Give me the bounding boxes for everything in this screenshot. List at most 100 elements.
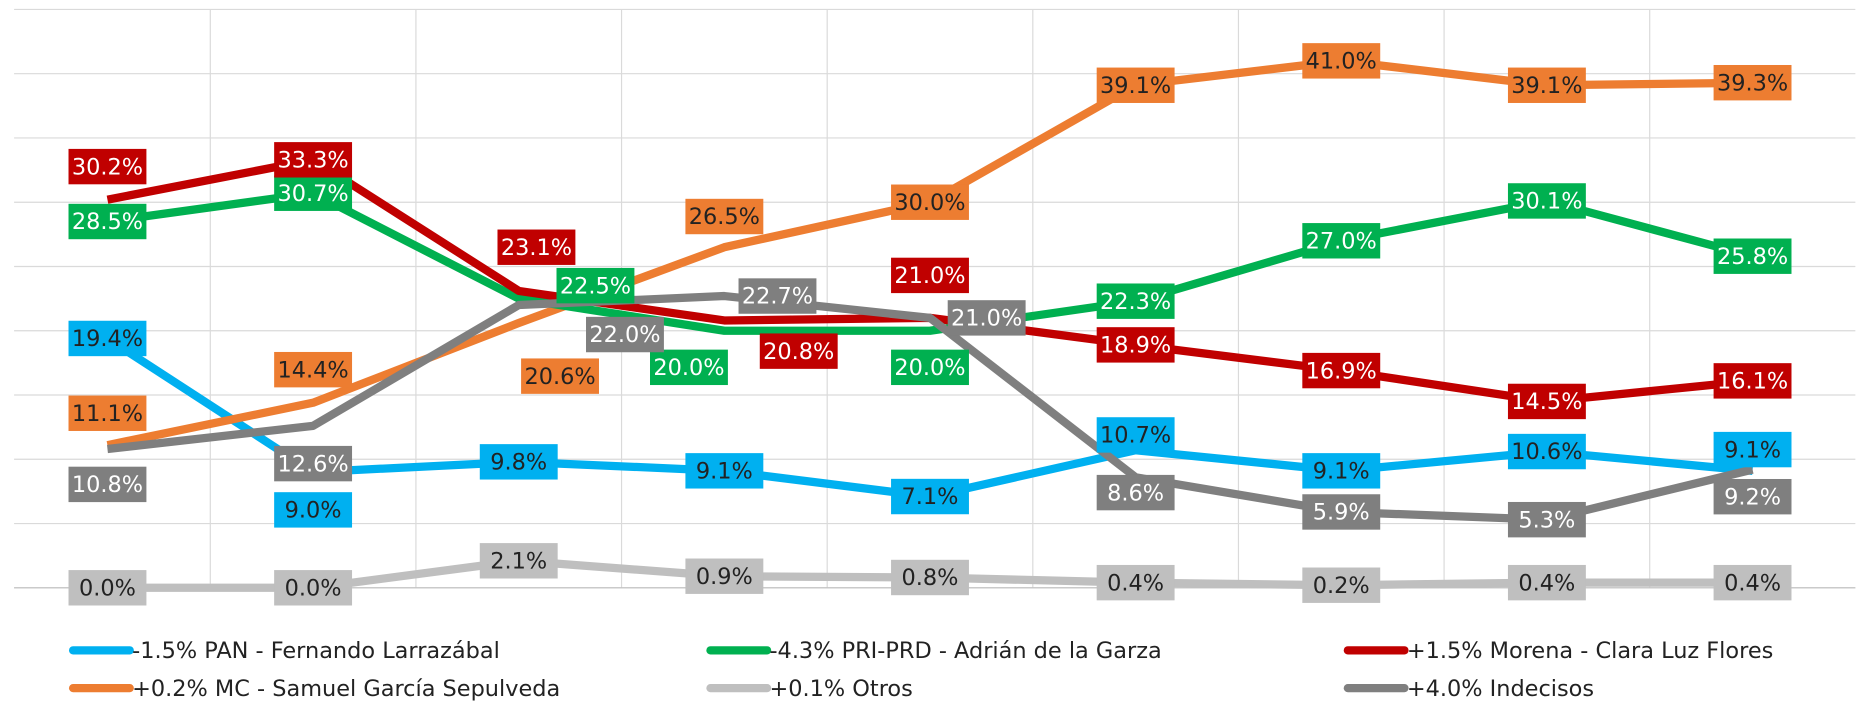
- data-label-box: [68, 203, 147, 240]
- data-label-text: 0.4%: [1518, 570, 1575, 596]
- data-label-box: [738, 278, 817, 314]
- data-label-box: [891, 478, 969, 515]
- data-label: 30.1%: [1507, 183, 1586, 219]
- data-label: 39.1%: [1507, 67, 1586, 103]
- data-label-box: [685, 453, 764, 489]
- data-label-text: 41.0%: [1306, 49, 1377, 75]
- data-label-box: [586, 316, 664, 353]
- data-label-text: 10.8%: [72, 472, 143, 498]
- data-label-box: [1302, 352, 1381, 389]
- data-label: 30.2%: [68, 148, 147, 185]
- data-label-box: [1507, 383, 1586, 420]
- data-label-box: [1096, 417, 1175, 453]
- data-label-text: 30.2%: [72, 154, 143, 180]
- data-label: 10.7%: [1096, 417, 1175, 453]
- data-label-text: 12.6%: [278, 451, 349, 477]
- data-label-box: [1507, 564, 1586, 601]
- data-label: 9.1%: [685, 453, 764, 489]
- data-label-text: 16.1%: [1717, 369, 1788, 395]
- data-label: 20.0%: [650, 349, 728, 386]
- data-label-text: 5.9%: [1313, 500, 1370, 526]
- data-label-box: [891, 184, 969, 220]
- data-label: 9.1%: [1302, 453, 1381, 489]
- data-label-text: 21.0%: [894, 263, 965, 289]
- data-label-text: 0.4%: [1724, 570, 1781, 596]
- data-label: 20.6%: [521, 358, 599, 394]
- data-label-text: 0.4%: [1107, 570, 1164, 596]
- data-label-box: [947, 300, 1026, 336]
- data-label-text: 22.3%: [1100, 289, 1171, 315]
- data-label-box: [891, 349, 969, 386]
- data-label-text: 21.0%: [951, 306, 1022, 332]
- data-label-box: [1096, 564, 1175, 601]
- data-label-text: 7.1%: [902, 484, 959, 510]
- data-label-box: [1507, 433, 1586, 470]
- data-label: 0.0%: [68, 570, 147, 606]
- data-label-text: 5.3%: [1518, 507, 1575, 533]
- data-label: 10.8%: [68, 466, 147, 503]
- data-label: 9.2%: [1713, 478, 1792, 515]
- data-label: 11.1%: [68, 395, 147, 431]
- data-label: 14.4%: [274, 351, 353, 388]
- data-label: 20.0%: [891, 349, 969, 386]
- data-label: 2.1%: [479, 543, 558, 579]
- data-label-box: [556, 267, 635, 304]
- data-label-box: [1713, 564, 1792, 601]
- data-label: 8.6%: [1096, 474, 1175, 511]
- data-label-box: [1713, 64, 1792, 101]
- data-label-text: 9.0%: [285, 498, 342, 524]
- data-label: 26.5%: [685, 198, 764, 235]
- data-label: 20.8%: [759, 333, 838, 369]
- data-label: 25.8%: [1713, 238, 1792, 274]
- data-label: 0.8%: [891, 559, 969, 596]
- data-label-box: [479, 543, 558, 579]
- data-label-text: 39.1%: [1511, 73, 1582, 99]
- data-label: 0.2%: [1302, 567, 1381, 603]
- data-label-box: [68, 148, 147, 185]
- data-label-box: [1713, 478, 1792, 515]
- data-label: 30.7%: [274, 175, 353, 211]
- data-label-text: 22.7%: [742, 284, 813, 310]
- data-label-box: [1302, 223, 1381, 259]
- data-label-text: 20.0%: [894, 355, 965, 381]
- data-label: 9.1%: [1713, 431, 1792, 468]
- data-label-box: [685, 558, 764, 594]
- data-label-box: [1507, 501, 1586, 538]
- data-label-text: 0.8%: [902, 565, 959, 591]
- data-label-box: [1096, 474, 1175, 511]
- data-label-text: 0.9%: [696, 564, 753, 590]
- data-label-text: 26.5%: [689, 204, 760, 230]
- series-line: [106, 291, 1754, 524]
- data-label: 21.0%: [947, 300, 1026, 336]
- data-label: 28.5%: [68, 203, 147, 240]
- legend-label: +0.2% MC - Samuel García Sepulveda: [132, 676, 560, 702]
- data-label-text: 27.0%: [1306, 228, 1377, 254]
- data-label-text: 25.8%: [1717, 244, 1788, 270]
- data-label: 16.9%: [1302, 352, 1381, 389]
- data-label-text: 20.6%: [524, 364, 595, 390]
- data-label: 9.0%: [274, 492, 353, 528]
- data-label-text: 9.1%: [1724, 437, 1781, 463]
- data-label-text: 30.0%: [894, 190, 965, 216]
- legend-label: +4.0% Indecisos: [1407, 676, 1594, 702]
- data-label-box: [1507, 183, 1586, 219]
- data-label: 14.5%: [1507, 383, 1586, 420]
- data-label: 39.1%: [1096, 67, 1175, 103]
- data-label: 22.5%: [556, 267, 635, 304]
- data-label-box: [1096, 67, 1175, 103]
- data-label-text: 14.4%: [278, 357, 349, 383]
- data-label-box: [1096, 283, 1175, 319]
- data-label-box: [274, 492, 353, 528]
- data-label-box: [274, 175, 353, 211]
- data-label-box: [274, 142, 353, 178]
- data-label-text: 9.1%: [1313, 459, 1370, 485]
- data-label-box: [650, 349, 728, 386]
- data-label-text: 10.6%: [1511, 439, 1582, 465]
- data-label-box: [68, 320, 147, 357]
- data-label-text: 30.7%: [278, 181, 349, 207]
- data-label-box: [1302, 494, 1381, 530]
- data-label: 30.0%: [891, 184, 969, 220]
- data-label-box: [68, 466, 147, 503]
- data-label: 0.0%: [274, 570, 353, 606]
- data-label-box: [521, 358, 599, 394]
